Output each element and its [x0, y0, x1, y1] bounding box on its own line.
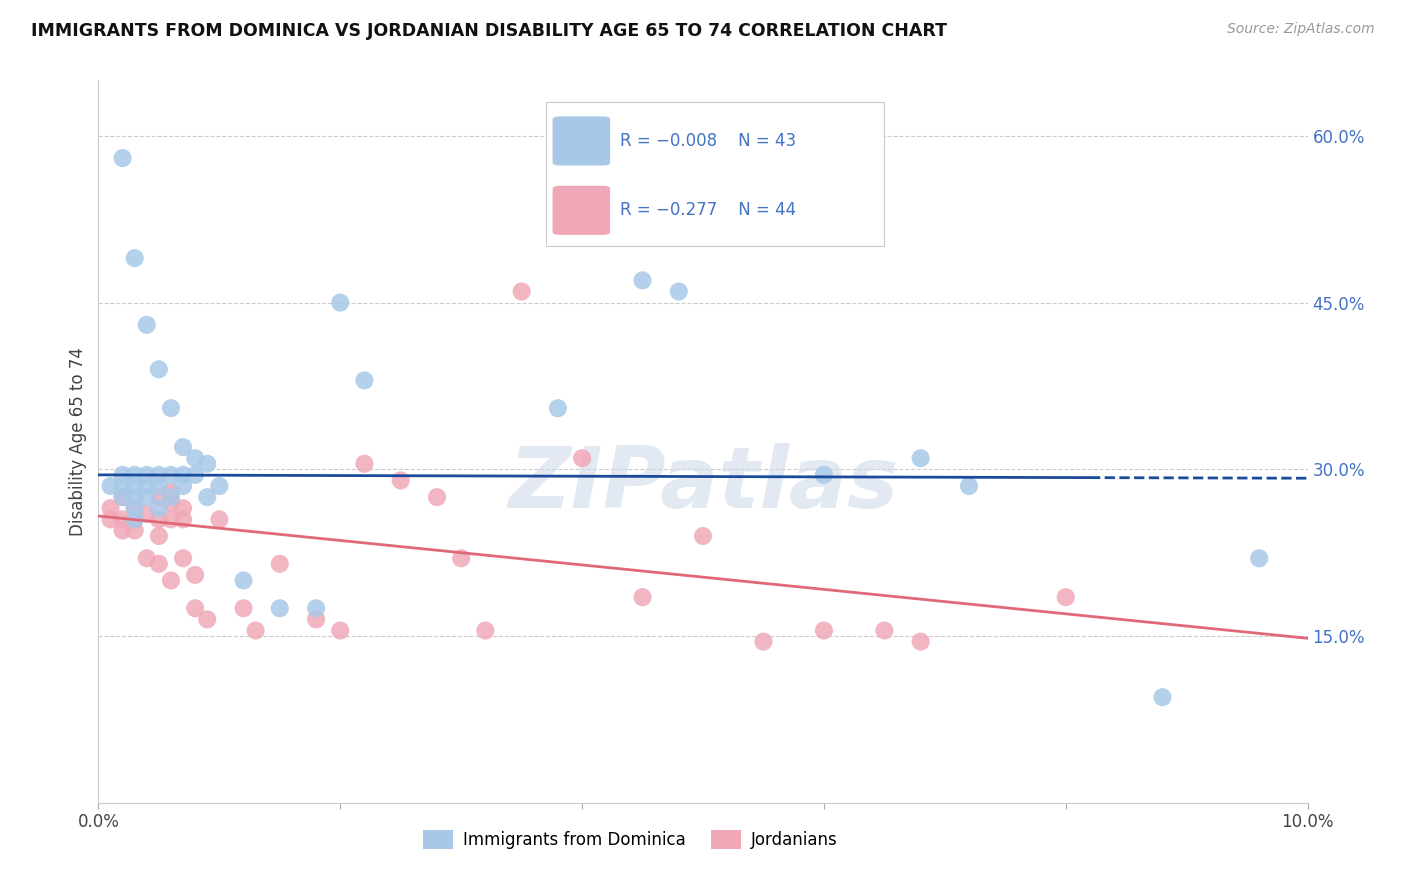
Point	[160, 574, 183, 588]
Point	[135, 479, 157, 493]
Point	[160, 512, 183, 526]
Point	[111, 479, 134, 493]
Legend: Immigrants from Dominica, Jordanians: Immigrants from Dominica, Jordanians	[416, 823, 845, 856]
Point	[172, 440, 194, 454]
Point	[100, 512, 122, 526]
Point	[510, 285, 533, 299]
Point	[692, 529, 714, 543]
Point	[208, 479, 231, 493]
Point	[111, 524, 134, 538]
Point	[111, 490, 134, 504]
Point	[305, 601, 328, 615]
Point	[111, 151, 134, 165]
Point	[957, 479, 980, 493]
Point	[184, 568, 207, 582]
Point	[172, 467, 194, 482]
Point	[135, 490, 157, 504]
Point	[208, 512, 231, 526]
Point	[269, 601, 291, 615]
Point	[148, 512, 170, 526]
Point	[148, 479, 170, 493]
Point	[571, 451, 593, 466]
Point	[329, 624, 352, 638]
Point	[160, 490, 183, 504]
Point	[752, 634, 775, 648]
Point	[148, 490, 170, 504]
Point	[329, 295, 352, 310]
Point	[100, 501, 122, 516]
Point	[631, 590, 654, 604]
Point	[631, 273, 654, 287]
Point	[124, 512, 146, 526]
Text: IMMIGRANTS FROM DOMINICA VS JORDANIAN DISABILITY AGE 65 TO 74 CORRELATION CHART: IMMIGRANTS FROM DOMINICA VS JORDANIAN DI…	[31, 22, 946, 40]
Point	[195, 490, 218, 504]
Point	[172, 501, 194, 516]
Point	[184, 601, 207, 615]
Point	[124, 501, 146, 516]
Point	[269, 557, 291, 571]
Point	[124, 251, 146, 265]
Point	[305, 612, 328, 626]
Point	[426, 490, 449, 504]
Point	[172, 512, 194, 526]
Point	[873, 624, 896, 638]
Point	[1054, 590, 1077, 604]
Point	[910, 451, 932, 466]
Point	[232, 574, 254, 588]
Point	[148, 557, 170, 571]
Point	[195, 457, 218, 471]
Point	[148, 362, 170, 376]
Point	[813, 467, 835, 482]
Point	[135, 318, 157, 332]
Point	[160, 496, 183, 510]
Y-axis label: Disability Age 65 to 74: Disability Age 65 to 74	[69, 347, 87, 536]
Point	[353, 457, 375, 471]
Point	[124, 479, 146, 493]
Text: ZIPatlas: ZIPatlas	[508, 443, 898, 526]
Point	[910, 634, 932, 648]
Point	[474, 624, 496, 638]
Point	[135, 507, 157, 521]
Point	[124, 467, 146, 482]
Point	[172, 479, 194, 493]
Point	[124, 501, 146, 516]
Point	[353, 373, 375, 387]
Point	[148, 529, 170, 543]
Point	[232, 601, 254, 615]
Point	[111, 467, 134, 482]
Point	[124, 524, 146, 538]
Point	[124, 512, 146, 526]
Point	[135, 467, 157, 482]
Point	[100, 479, 122, 493]
Point	[450, 551, 472, 566]
Point	[668, 285, 690, 299]
Point	[184, 451, 207, 466]
Point	[1152, 690, 1174, 705]
Point	[184, 467, 207, 482]
Point	[111, 512, 134, 526]
Point	[160, 467, 183, 482]
Point	[1249, 551, 1271, 566]
Point	[160, 401, 183, 416]
Point	[813, 624, 835, 638]
Point	[111, 490, 134, 504]
Point	[160, 484, 183, 499]
Point	[135, 551, 157, 566]
Point	[148, 501, 170, 516]
Point	[195, 612, 218, 626]
Point	[172, 551, 194, 566]
Point	[389, 474, 412, 488]
Point	[124, 490, 146, 504]
Text: Source: ZipAtlas.com: Source: ZipAtlas.com	[1227, 22, 1375, 37]
Point	[148, 467, 170, 482]
Point	[547, 401, 569, 416]
Point	[245, 624, 267, 638]
